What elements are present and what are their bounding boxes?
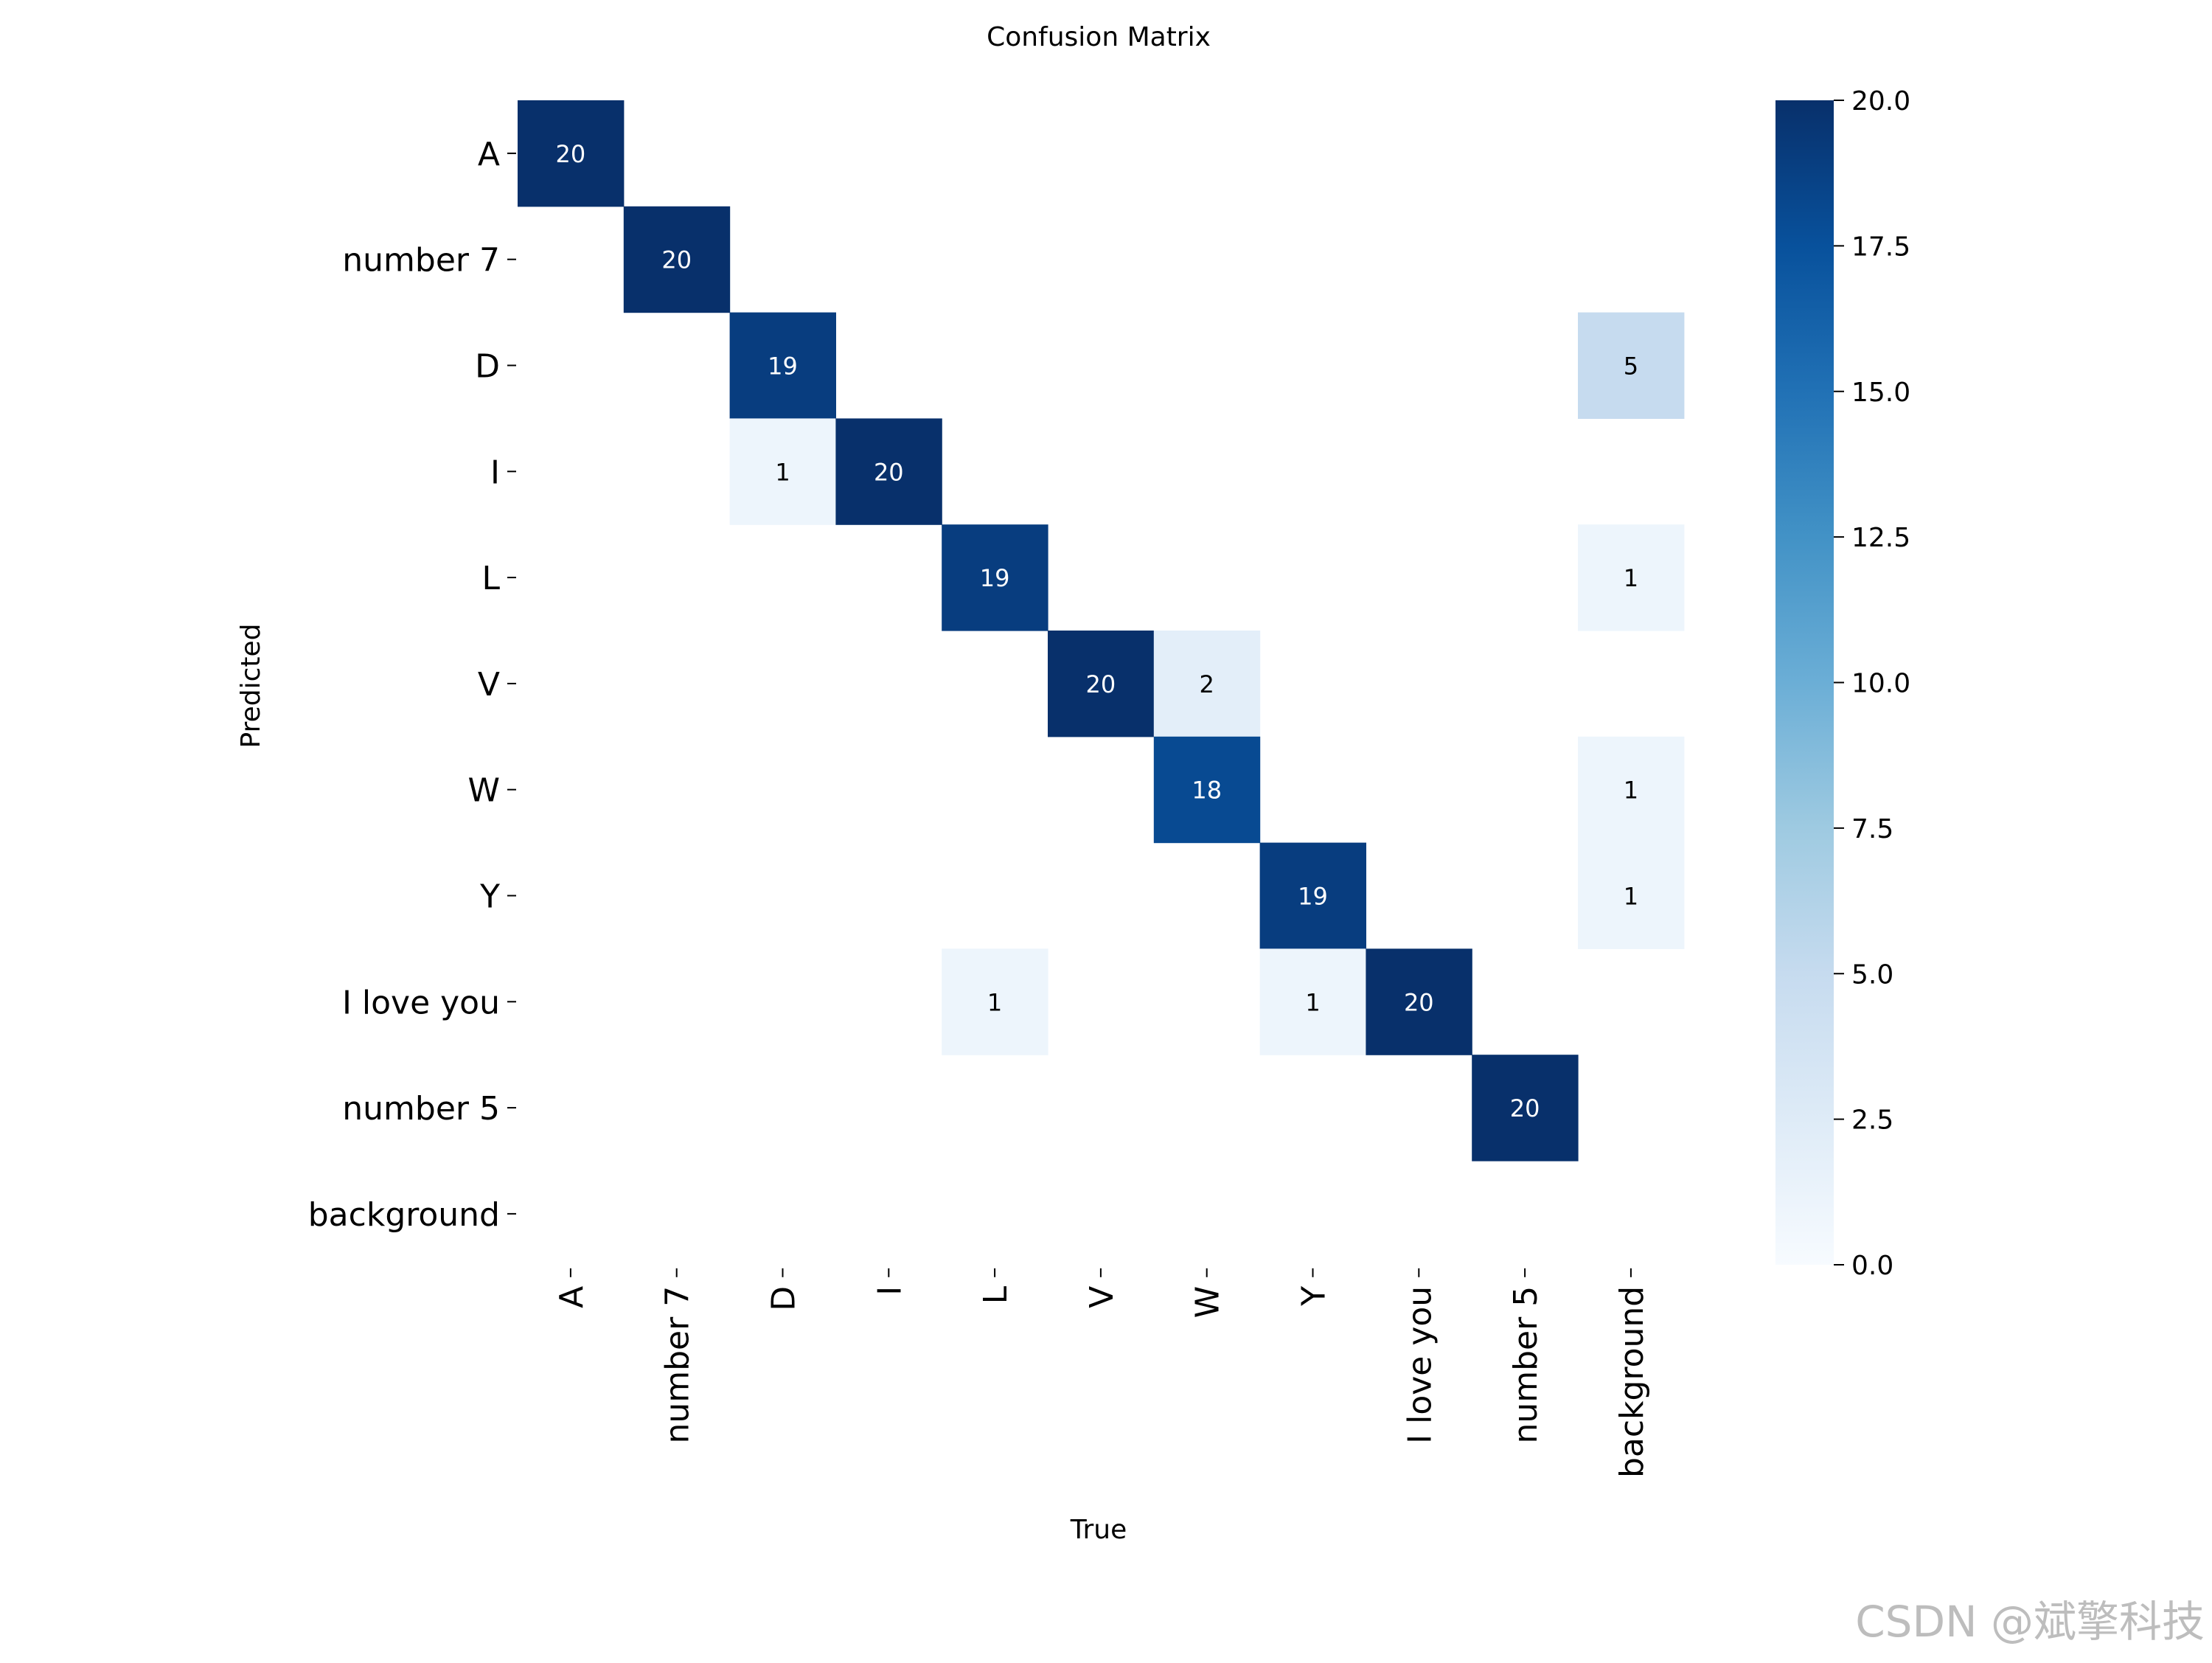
heatmap-cell: [623, 206, 731, 313]
cell-value-label: 20: [556, 140, 586, 168]
cell-value-label: 19: [980, 564, 1010, 592]
cell-value-label: 20: [661, 246, 692, 274]
x-tick-label: W: [1189, 1286, 1227, 1319]
cell-value-label: 20: [874, 458, 904, 486]
colorbar-tick-label: 5.0: [1851, 959, 1893, 990]
y-tick-label: V: [478, 666, 500, 704]
cell-value-label: 1: [1305, 988, 1320, 1016]
cell-value-label: 18: [1192, 777, 1222, 805]
x-axis-label: True: [1070, 1515, 1127, 1545]
colorbar-tick-label: 20.0: [1851, 86, 1910, 117]
colorbar-tick-label: 7.5: [1851, 814, 1893, 844]
colorbar-gradient: [1775, 100, 1834, 1265]
cell-value-label: 5: [1624, 353, 1638, 381]
x-tick-label: number 7: [659, 1286, 697, 1444]
colorbar-ticks: 0.0 2.5 5.0 7.5 10.0 12.5 15.0 17.5 20.0: [1834, 86, 1910, 1281]
y-tick-label: number 5: [342, 1090, 500, 1128]
heatmap-cell: [729, 418, 836, 525]
x-tick-label: L: [977, 1285, 1015, 1304]
cell-value-label: 19: [768, 353, 798, 381]
heatmap-cell: [1472, 1055, 1579, 1162]
colorbar-tick-label: 17.5: [1851, 232, 1910, 262]
colorbar-tick-label: 12.5: [1851, 523, 1910, 553]
cell-value-label: 20: [1404, 988, 1434, 1016]
y-tick-label: D: [475, 348, 500, 386]
y-tick-label: background: [308, 1196, 500, 1234]
heatmap-cell: [1578, 312, 1685, 419]
watermark: CSDN @斌擎科技: [1855, 1597, 2205, 1647]
x-tick-label: Y: [1295, 1286, 1333, 1307]
cell-value-label: 20: [1510, 1094, 1540, 1122]
x-tick-label: D: [765, 1286, 803, 1311]
heatmap-cell: [942, 948, 1048, 1055]
heatmap-cell: [942, 524, 1048, 631]
cell-value-label: 1: [1624, 777, 1638, 805]
heatmap-cells: 20 20 19 5 1 20 19 1 20 2 18 1 19 1 1 1 20 20: [518, 100, 1685, 1162]
colorbar-tick-label: 15.0: [1851, 378, 1910, 408]
heatmap-cell: [835, 418, 942, 525]
y-tick-label: W: [467, 772, 500, 810]
heatmap-cell: [729, 312, 836, 419]
colorbar: 0.0 2.5 5.0 7.5 10.0 12.5 15.0 17.5 20.0: [1775, 86, 1910, 1281]
heatmap-cell: [1259, 842, 1366, 949]
cell-value-label: 1: [1624, 883, 1638, 911]
chart-title: Confusion Matrix: [987, 22, 1211, 52]
x-tick-label: number 5: [1507, 1286, 1545, 1444]
colorbar-tick-label: 2.5: [1851, 1105, 1893, 1136]
x-tick-label: I love you: [1401, 1286, 1439, 1444]
x-tick-label: I: [871, 1286, 908, 1296]
cell-value-label: 19: [1298, 883, 1328, 911]
x-tick-label: background: [1613, 1286, 1651, 1478]
y-axis-label: Predicted: [236, 624, 266, 749]
heatmap-cell: [1366, 948, 1472, 1055]
heatmap-cell: [1153, 631, 1261, 737]
colorbar-tick-label: 0.0: [1851, 1251, 1893, 1281]
y-tick-label: Y: [479, 878, 500, 916]
cell-value-label: 1: [775, 458, 790, 486]
heatmap-cell: [1578, 842, 1685, 949]
cell-value-label: 1: [987, 988, 1002, 1016]
heatmap-cell: [1153, 736, 1261, 844]
heatmap-cell: [1578, 736, 1685, 844]
y-tick-label: L: [481, 560, 500, 597]
y-tick-label: number 7: [342, 242, 500, 280]
heatmap-cell: [1048, 631, 1155, 737]
cell-value-label: 2: [1200, 670, 1214, 698]
heatmap-cell: [1259, 948, 1366, 1055]
x-tick-label: A: [553, 1286, 591, 1308]
y-tick-label: A: [478, 136, 500, 173]
y-tick-label: I love you: [342, 984, 500, 1021]
y-tick-label: I: [490, 454, 500, 491]
heatmap-cell: [518, 100, 625, 207]
heatmap-cell: [1578, 524, 1685, 631]
x-tick-label: V: [1083, 1286, 1121, 1308]
colorbar-tick-label: 10.0: [1851, 669, 1910, 699]
cell-value-label: 20: [1086, 670, 1116, 698]
cell-value-label: 1: [1624, 564, 1638, 592]
